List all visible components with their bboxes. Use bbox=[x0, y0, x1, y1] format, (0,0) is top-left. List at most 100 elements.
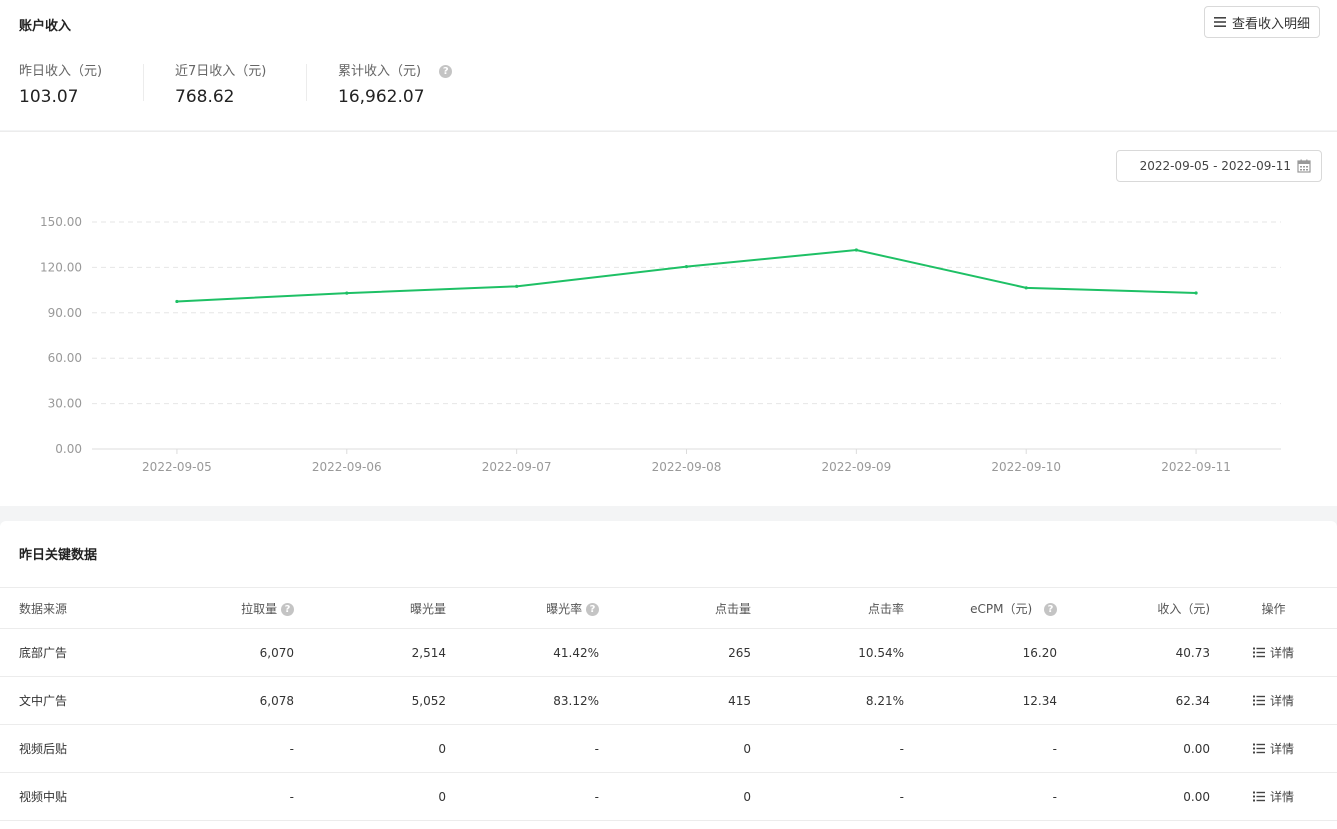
help-icon[interactable]: ? bbox=[281, 602, 294, 616]
cell-exposure-rate: 41.42% bbox=[446, 628, 599, 677]
revenue-chart-panel: 0.00 30.00 60.00 90.00 120.00 150.00 2022-09-0… bbox=[0, 131, 1337, 506]
list-icon bbox=[1252, 791, 1265, 802]
table-row: 视频后贴 -0-0- -0.00 详情 bbox=[0, 724, 1337, 773]
y-tick-label: 150.00 bbox=[40, 215, 82, 229]
cell-exposure: 0 bbox=[294, 772, 446, 821]
cell-ecpm: 12.34 bbox=[904, 676, 1057, 725]
detail-link-label: 详情 bbox=[1269, 790, 1294, 804]
detail-link-label: 详情 bbox=[1269, 694, 1294, 708]
col-ecpm: eCPM（元) ? bbox=[904, 587, 1057, 629]
calendar-icon bbox=[1297, 159, 1311, 173]
cell-clicks: 0 bbox=[599, 772, 751, 821]
x-tick-label: 2022-09-05 bbox=[142, 460, 212, 474]
date-range-picker[interactable]: 2022-09-05 - 2022-09-11 bbox=[1116, 150, 1322, 182]
cell-pull: - bbox=[150, 772, 294, 821]
list-icon bbox=[1252, 647, 1265, 658]
cell-exposure-rate: - bbox=[446, 772, 599, 821]
stat-yesterday: 昨日收入（元) 103.07 bbox=[19, 60, 102, 107]
col-clicks: 点击量 bbox=[599, 587, 751, 629]
y-tick-label: 90.00 bbox=[48, 306, 82, 320]
stat-total: 累计收入（元) ? 16,962.07 bbox=[338, 60, 453, 107]
y-tick-label: 30.00 bbox=[48, 397, 82, 411]
key-data-table: 数据来源 拉取量 ? 曝光量 曝光率 ? 点击量 点击率 eCPM（元) ? 收… bbox=[0, 587, 1337, 821]
detail-link[interactable]: 详情 bbox=[1252, 740, 1294, 757]
key-data-title: 昨日关键数据 bbox=[19, 548, 98, 563]
cell-pull: - bbox=[150, 724, 294, 773]
menu-icon bbox=[1213, 17, 1226, 27]
stat-label: 近7日收入（元) bbox=[175, 64, 267, 79]
table-row: 文中广告 6,078 5,052 83.12% 415 8.21% 12.34 62.34 详情 bbox=[0, 676, 1337, 725]
col-revenue: 收入（元) bbox=[1057, 587, 1210, 629]
cell-exposure: 2,514 bbox=[294, 628, 446, 677]
stat-value: 16,962.07 bbox=[338, 87, 425, 107]
data-point bbox=[854, 248, 858, 252]
x-tick-label: 2022-09-10 bbox=[991, 460, 1061, 474]
cell-pull: 6,078 bbox=[150, 676, 294, 725]
cell-clicks: 0 bbox=[599, 724, 751, 773]
stat-value: 103.07 bbox=[19, 87, 79, 107]
cell-source: 视频后贴 bbox=[0, 724, 150, 773]
stat-label-text: 累计收入（元) bbox=[338, 64, 422, 79]
help-icon[interactable]: ? bbox=[1044, 602, 1057, 616]
x-tick-label: 2022-09-08 bbox=[652, 460, 722, 474]
view-revenue-detail-label: 查看收入明细 bbox=[1231, 16, 1310, 32]
col-exposure: 曝光量 bbox=[294, 587, 446, 629]
col-exposure-rate: 曝光率 ? bbox=[446, 587, 599, 629]
view-revenue-detail-button[interactable]: 查看收入明细 bbox=[1204, 6, 1320, 38]
cell-action: 详情 bbox=[1210, 628, 1337, 677]
data-point bbox=[684, 265, 689, 269]
account-revenue-title: 账户收入 bbox=[19, 19, 72, 34]
table-row: 视频中贴 -0-0- -0.00 详情 bbox=[0, 772, 1337, 821]
detail-link[interactable]: 详情 bbox=[1252, 692, 1294, 709]
cell-source: 文中广告 bbox=[0, 676, 150, 725]
detail-link[interactable]: 详情 bbox=[1252, 788, 1294, 805]
stat-label: 昨日收入（元) bbox=[19, 64, 103, 79]
revenue-line-chart: 0.00 30.00 60.00 90.00 120.00 150.00 2022-09-0… bbox=[40, 215, 1281, 474]
date-range-text: 2022-09-05 - 2022-09-11 bbox=[1139, 159, 1291, 173]
cell-ecpm: - bbox=[904, 724, 1057, 773]
data-point bbox=[345, 291, 349, 295]
y-tick-label: 60.00 bbox=[48, 351, 82, 365]
x-tick-label: 2022-09-09 bbox=[821, 460, 891, 474]
cell-ctr: 8.21% bbox=[751, 676, 904, 725]
cell-ctr: - bbox=[751, 772, 904, 821]
table-row: 底部广告 6,070 2,514 41.42% 265 10.54% 16.20 40.73 详… bbox=[0, 628, 1337, 677]
cell-ctr: - bbox=[751, 724, 904, 773]
col-action: 操作 bbox=[1210, 587, 1337, 629]
cell-source: 底部广告 bbox=[0, 628, 150, 677]
cell-revenue: 62.34 bbox=[1057, 676, 1210, 725]
data-point bbox=[175, 299, 179, 304]
col-ctr: 点击率 bbox=[751, 587, 904, 629]
cell-pull: 6,070 bbox=[150, 628, 294, 677]
col-pull: 拉取量 ? bbox=[150, 587, 294, 629]
cell-exposure: 0 bbox=[294, 724, 446, 773]
detail-link-label: 详情 bbox=[1269, 742, 1294, 756]
detail-link-label: 详情 bbox=[1269, 646, 1294, 660]
col-source: 数据来源 bbox=[0, 587, 150, 629]
cell-action: 详情 bbox=[1210, 724, 1337, 773]
help-icon[interactable]: ? bbox=[586, 602, 599, 616]
y-tick-label: 120.00 bbox=[40, 260, 82, 274]
list-icon bbox=[1252, 743, 1265, 754]
data-point bbox=[1024, 286, 1028, 290]
help-icon[interactable]: ? bbox=[439, 65, 453, 78]
cell-revenue: 40.73 bbox=[1057, 628, 1210, 677]
cell-action: 详情 bbox=[1210, 772, 1337, 821]
cell-exposure: 5,052 bbox=[294, 676, 446, 725]
detail-link[interactable]: 详情 bbox=[1252, 644, 1294, 661]
cell-exposure-rate: - bbox=[446, 724, 599, 773]
cell-ctr: 10.54% bbox=[751, 628, 904, 677]
cell-ecpm: 16.20 bbox=[904, 628, 1057, 677]
cell-action: 详情 bbox=[1210, 676, 1337, 725]
x-tick-label: 2022-09-11 bbox=[1161, 460, 1231, 474]
divider bbox=[306, 64, 307, 101]
stat-label: 累计收入（元) ? bbox=[338, 60, 453, 79]
col-pull-label: 拉取量 bbox=[241, 601, 278, 616]
table-header-row: 数据来源 拉取量 ? 曝光量 曝光率 ? 点击量 点击率 eCPM（元) ? 收… bbox=[0, 587, 1337, 629]
col-exposure-rate-label: 曝光率 bbox=[546, 601, 583, 616]
cell-clicks: 415 bbox=[599, 676, 751, 725]
cell-ecpm: - bbox=[904, 772, 1057, 821]
cell-exposure-rate: 83.12% bbox=[446, 676, 599, 725]
x-tick-label: 2022-09-06 bbox=[312, 460, 382, 474]
y-tick-label: 0.00 bbox=[55, 442, 82, 456]
